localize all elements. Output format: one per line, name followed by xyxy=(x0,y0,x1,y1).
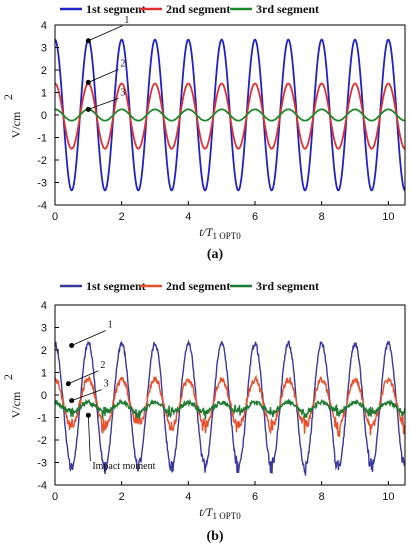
y-tick-label: 2 xyxy=(41,345,47,357)
x-axis-title-sub: 1 OPT0 xyxy=(213,511,242,521)
x-tick-label: 0 xyxy=(52,211,58,223)
x-tick-label: 10 xyxy=(382,211,394,223)
y-tick-label: 3 xyxy=(41,43,47,55)
x-tick-label: 2 xyxy=(119,491,125,503)
y-tick-label: 3 xyxy=(41,323,47,335)
annotation-label: 1 xyxy=(108,320,113,331)
x-tick-label: 4 xyxy=(185,211,191,223)
y-tick-label: 4 xyxy=(41,20,47,32)
y-tick-label: -4 xyxy=(37,480,47,492)
x-axis-title-main: t/T xyxy=(199,225,214,239)
y-axis-title-superscript: 2 xyxy=(1,374,15,380)
y-axis-title: V/cm xyxy=(9,391,23,418)
y-axis-title-superscript: 2 xyxy=(1,94,15,100)
annotation-leader xyxy=(88,97,119,110)
annotation-label: 3 xyxy=(104,379,109,390)
annotation-label: 1 xyxy=(124,15,129,26)
series-line-2 xyxy=(55,374,405,438)
legend-label-3: 3rd segment xyxy=(256,2,319,16)
annotation-leader xyxy=(87,415,91,462)
annotation-leader xyxy=(68,370,99,385)
x-tick-label: 10 xyxy=(382,491,394,503)
annotation-label: Impact moment xyxy=(92,461,155,472)
annotation-leader xyxy=(71,389,102,402)
x-tick-label: 6 xyxy=(252,211,258,223)
y-tick-label: -2 xyxy=(37,155,47,167)
series-line-3 xyxy=(55,398,405,420)
x-tick-label: 4 xyxy=(185,491,191,503)
chart-panel-a: 1st segment 2nd segment 3rd segment -4 -3 -2 -… xyxy=(1,2,406,262)
y-tick-label: 1 xyxy=(41,88,47,100)
x-tick-label: 0 xyxy=(52,491,58,503)
legend-label-1: 1st segment xyxy=(86,2,146,16)
y-tick-label: 0 xyxy=(41,390,47,402)
y-tick-label: 1 xyxy=(41,368,47,380)
annotation-leader xyxy=(71,330,106,346)
legend-label-1: 1st segment xyxy=(86,279,146,293)
x-tick-label: 6 xyxy=(252,491,258,503)
annotation-leader xyxy=(88,25,123,42)
y-axis-title-main: V/cm xyxy=(9,111,23,138)
annotation-label: 2 xyxy=(120,58,125,69)
panel-label: (b) xyxy=(206,529,223,544)
x-tick-label: 8 xyxy=(319,491,325,503)
y-tick-label: -3 xyxy=(37,458,47,470)
panel-label: (a) xyxy=(207,247,224,262)
y-tick-label: 2 xyxy=(41,65,47,77)
y-tick-label: 4 xyxy=(41,300,47,312)
chart-panel-b: 1st segment 2nd segment 3rd segment -4 -3 -2 -… xyxy=(1,279,406,544)
y-tick-label: -1 xyxy=(37,133,47,145)
series-line-3 xyxy=(55,108,405,122)
y-tick-label: -2 xyxy=(37,435,47,447)
annotation-label: 2 xyxy=(100,360,105,371)
annotation-leader xyxy=(88,69,119,83)
x-tick-label: 2 xyxy=(119,211,125,223)
y-tick-label: 0 xyxy=(41,110,47,122)
x-axis-title: t/T1 OPT0 xyxy=(199,225,241,241)
x-tick-label: 8 xyxy=(319,211,325,223)
annotation-label: 3 xyxy=(120,87,125,98)
legend-label-3: 3rd segment xyxy=(256,279,319,293)
x-axis-title: t/T1 OPT0 xyxy=(199,505,241,521)
x-axis-title-main: t/T xyxy=(199,505,214,519)
legend-label-2: 2nd segment xyxy=(166,279,230,293)
x-axis-title-sub: 1 OPT0 xyxy=(213,231,242,241)
y-axis-title: V/cm xyxy=(9,111,23,138)
y-tick-label: -3 xyxy=(37,178,47,190)
legend-label-2: 2nd segment xyxy=(166,2,230,16)
y-axis-title-main: V/cm xyxy=(9,391,23,418)
y-tick-label: -4 xyxy=(37,200,47,212)
y-tick-label: -1 xyxy=(37,413,47,425)
